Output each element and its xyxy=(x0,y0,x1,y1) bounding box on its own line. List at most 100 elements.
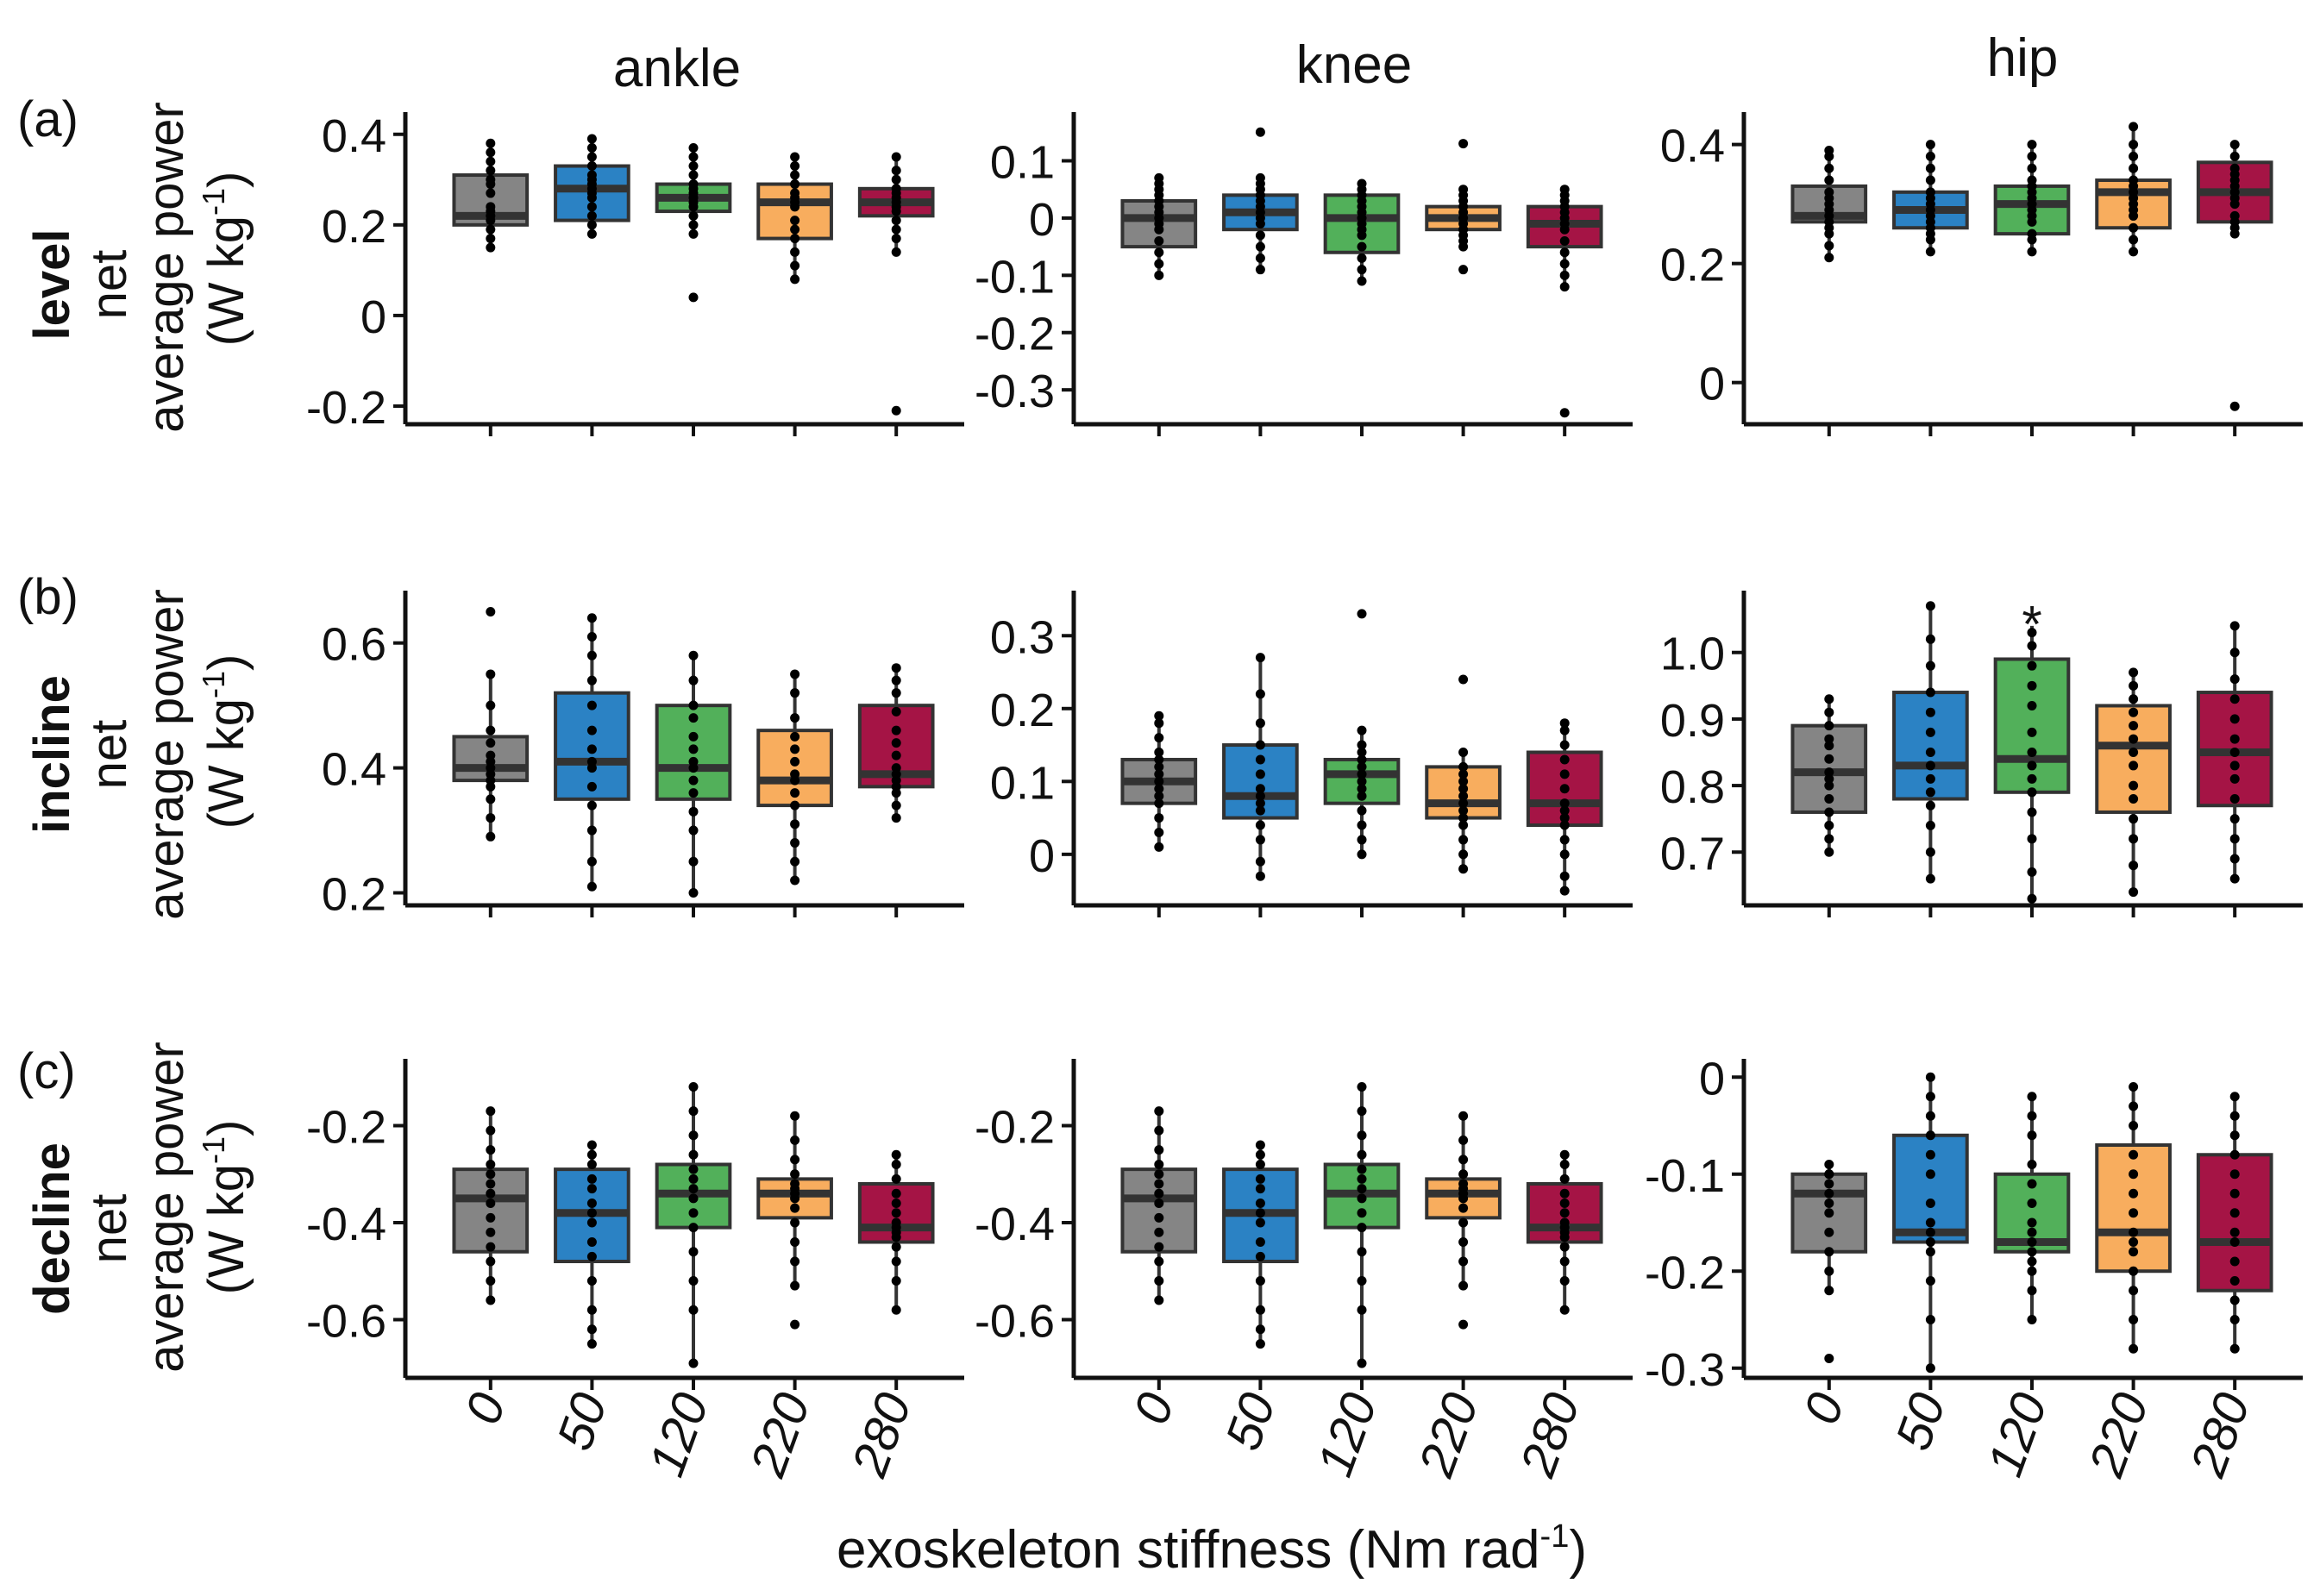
data-point xyxy=(688,731,699,742)
y-tick-label: -0.1 xyxy=(975,251,1055,303)
y-tick-label: 0.7 xyxy=(1660,828,1725,879)
data-point xyxy=(486,166,496,176)
data-point xyxy=(2027,773,2037,784)
data-point xyxy=(2129,1121,2139,1130)
data-point xyxy=(586,1199,597,1208)
data-point xyxy=(1357,784,1367,794)
data-point xyxy=(2229,401,2240,411)
data-point xyxy=(586,700,597,710)
data-point xyxy=(1255,241,1265,252)
data-point xyxy=(688,888,699,898)
data-point xyxy=(1255,1276,1265,1286)
panel-decline-ankle: -0.2 -0.4 -0.6 xyxy=(306,1059,964,1390)
ylabel-net: net xyxy=(81,1194,137,1264)
data-point xyxy=(1559,718,1570,729)
column-title-ankle: ankle xyxy=(613,39,741,98)
data-point xyxy=(486,669,496,679)
data-point xyxy=(1255,1217,1265,1228)
data-point xyxy=(1458,849,1469,860)
data-point xyxy=(486,1227,496,1237)
data-point xyxy=(2027,1217,2037,1228)
data-point xyxy=(1154,827,1164,837)
data-point xyxy=(790,247,800,257)
y-tick-label: 0.9 xyxy=(1660,695,1725,747)
data-point xyxy=(1458,1237,1469,1247)
data-point xyxy=(688,1082,699,1092)
data-point xyxy=(586,856,597,867)
data-point xyxy=(586,675,597,685)
data-point xyxy=(1357,1149,1367,1160)
data-point xyxy=(586,1276,597,1286)
data-point xyxy=(1925,687,1935,698)
data-point xyxy=(1559,798,1570,809)
data-point xyxy=(1824,1286,1834,1296)
data-point xyxy=(1255,1339,1265,1349)
data-point xyxy=(1925,1237,1935,1247)
data-point xyxy=(586,210,597,221)
data-point xyxy=(688,856,699,867)
data-point xyxy=(688,1223,699,1233)
data-point xyxy=(2129,887,2139,898)
x-tick-label-hip-50: 50 xyxy=(1884,1386,1956,1457)
data-point xyxy=(2129,151,2139,161)
data-point xyxy=(1154,1227,1164,1237)
data-point xyxy=(1559,247,1570,258)
data-point xyxy=(1925,748,1935,757)
x-tick-label-knee-0: 0 xyxy=(1123,1386,1185,1431)
data-point xyxy=(790,260,800,271)
y-tick-label: 0.2 xyxy=(322,869,386,921)
data-point xyxy=(486,1276,496,1286)
data-point xyxy=(688,1174,699,1184)
data-point xyxy=(2129,707,2139,717)
data-point xyxy=(486,750,496,760)
data-point xyxy=(790,188,800,198)
ylabel-average-power: average power xyxy=(138,102,194,433)
data-point xyxy=(2129,1208,2139,1218)
data-point xyxy=(688,700,699,710)
data-point xyxy=(1154,1169,1164,1180)
panel-incline-hip: 1.0 0.9 0.8 0.7 * xyxy=(1660,591,2303,917)
data-point xyxy=(2027,867,2037,877)
data-point xyxy=(1255,1305,1265,1315)
data-point xyxy=(1255,1251,1265,1261)
data-point xyxy=(1458,820,1469,830)
data-point xyxy=(1925,175,1935,185)
data-point xyxy=(688,788,699,798)
data-point xyxy=(2129,680,2139,691)
data-point xyxy=(586,781,597,792)
data-point xyxy=(2229,1111,2240,1121)
y-tick-label: -0.2 xyxy=(306,1102,386,1154)
data-point xyxy=(2129,1149,2139,1160)
data-point xyxy=(1154,842,1164,852)
data-point xyxy=(586,1324,597,1335)
data-point xyxy=(2129,1343,2139,1354)
data-point xyxy=(891,152,901,162)
data-point xyxy=(1458,776,1469,786)
x-tick-labels: 0 50 120 220 280 0 50 120 220 280 0 50 120 220 280 xyxy=(455,1386,2261,1484)
data-point xyxy=(688,1208,699,1218)
data-point xyxy=(2229,1256,2240,1267)
data-point xyxy=(486,1179,496,1189)
data-point xyxy=(1255,1174,1265,1184)
data-point xyxy=(2027,1286,2037,1296)
data-point xyxy=(1255,740,1265,750)
panel-label-b: (b) xyxy=(17,569,78,625)
data-point xyxy=(1925,601,1935,611)
data-point xyxy=(1154,259,1164,269)
data-point xyxy=(891,1188,901,1199)
data-point xyxy=(2129,794,2139,804)
data-point xyxy=(1824,175,1834,185)
data-point xyxy=(1458,761,1469,772)
data-point xyxy=(1255,127,1265,137)
data-point xyxy=(2027,760,2037,771)
ylabel-unit-sup: -1 xyxy=(196,671,231,698)
x-tick-label-hip-220: 220 xyxy=(2078,1386,2160,1484)
data-point xyxy=(1824,163,1834,173)
data-point xyxy=(2027,748,2037,757)
data-point xyxy=(1154,1160,1164,1169)
data-point xyxy=(1824,767,1834,778)
data-point xyxy=(2229,163,2240,173)
ylabel-unit-sup: -1 xyxy=(196,188,231,216)
data-point xyxy=(1357,1358,1367,1368)
data-point xyxy=(1824,780,1834,791)
